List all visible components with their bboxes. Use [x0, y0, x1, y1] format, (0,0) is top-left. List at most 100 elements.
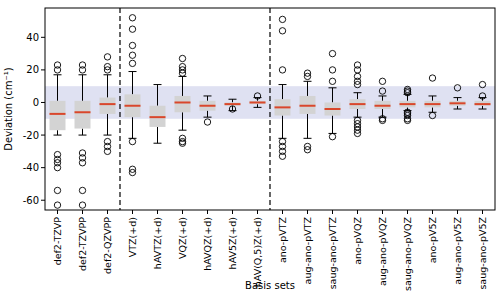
box [400, 101, 416, 108]
box-plot [175, 55, 191, 146]
x-tick-label: hAV(Q,5)Z(+d) [252, 217, 263, 287]
x-tick [82, 210, 83, 214]
box [75, 101, 91, 129]
outlier [254, 93, 260, 99]
whisker-low [357, 109, 358, 117]
whisker-high [107, 75, 108, 98]
x-tick-label: aug-ano-pVTZ [302, 217, 313, 285]
x-tick [482, 210, 483, 214]
x-tick [457, 210, 458, 214]
x-tick [407, 210, 408, 214]
outlier [379, 78, 385, 84]
outlier [429, 75, 435, 81]
cap-low [179, 130, 187, 131]
box [350, 99, 366, 109]
outlier [354, 130, 360, 136]
outlier [79, 160, 85, 166]
outlier [104, 54, 110, 60]
outlier [329, 67, 335, 73]
whisker-low [57, 130, 58, 135]
outlier [379, 88, 385, 94]
median [425, 103, 441, 105]
cap-low [79, 135, 87, 136]
x-tick [307, 210, 308, 214]
whisker-low [82, 129, 83, 136]
y-tick-label: -60 [23, 195, 39, 206]
group-separator [119, 8, 120, 210]
box-plot [225, 99, 241, 112]
x-tick [257, 210, 258, 214]
median [100, 103, 116, 105]
whisker-low [432, 107, 433, 112]
x-tick-label: hAV5Z(+d) [227, 217, 238, 269]
median [125, 105, 141, 107]
cap-low [104, 135, 112, 136]
x-tick [282, 210, 283, 214]
median [450, 102, 466, 104]
outlier [129, 15, 135, 21]
outlier [104, 63, 110, 69]
cap-high [229, 99, 237, 100]
median [275, 106, 291, 108]
x-tick [132, 210, 133, 214]
median [150, 116, 166, 118]
cap-high [429, 95, 437, 96]
outlier [129, 42, 135, 48]
outlier [304, 147, 310, 153]
box [100, 98, 116, 114]
x-tick [332, 210, 333, 214]
cap-high [304, 81, 312, 82]
box-plot [400, 86, 416, 123]
whisker-low [232, 106, 233, 111]
median [350, 103, 366, 105]
box-plot [50, 62, 66, 208]
whisker-low [132, 117, 133, 138]
box [375, 101, 391, 109]
box [50, 101, 66, 130]
outlier [129, 26, 135, 32]
x-tick-label: hAVQZ(+d) [202, 217, 213, 271]
whisker-high [157, 85, 158, 106]
outlier [129, 60, 135, 66]
median [200, 105, 216, 107]
x-tick-label: def2-QZVPP [102, 217, 113, 274]
whisker-low [332, 116, 333, 134]
x-tick-label: saug-ano-pVTZ [327, 217, 338, 290]
outlier [54, 187, 60, 193]
box-plot [350, 62, 366, 137]
outlier [454, 85, 460, 91]
outlier [79, 62, 85, 68]
outlier [204, 119, 210, 125]
cap-low [204, 117, 212, 118]
whisker-high [382, 96, 383, 101]
x-tick-label: ano-pVTZ [277, 217, 288, 264]
box-plot [275, 16, 291, 159]
box [200, 101, 216, 111]
whisker-low [282, 116, 283, 139]
box-plot [125, 15, 141, 176]
median [175, 101, 191, 103]
outlier [279, 16, 285, 22]
x-tick [57, 210, 58, 214]
cap-high [279, 84, 287, 85]
outlier [354, 62, 360, 68]
outlier [179, 63, 185, 69]
box [450, 101, 466, 106]
cap-low [454, 109, 462, 110]
whisker-low [182, 112, 183, 130]
box-plot [200, 96, 216, 125]
box [425, 101, 441, 108]
median [400, 103, 416, 105]
cap-high [79, 74, 87, 75]
y-tick [41, 102, 45, 103]
outlier [79, 202, 85, 208]
whisker-high [282, 85, 283, 100]
x-tick-label: ano-pVQZ [352, 217, 363, 265]
box [125, 94, 141, 117]
outlier [404, 117, 410, 123]
x-tick [232, 210, 233, 214]
x-tick [207, 210, 208, 214]
box-plot [450, 85, 466, 109]
x-tick [382, 210, 383, 214]
y-axis-label: Deviation (cm⁻¹) [3, 67, 14, 150]
